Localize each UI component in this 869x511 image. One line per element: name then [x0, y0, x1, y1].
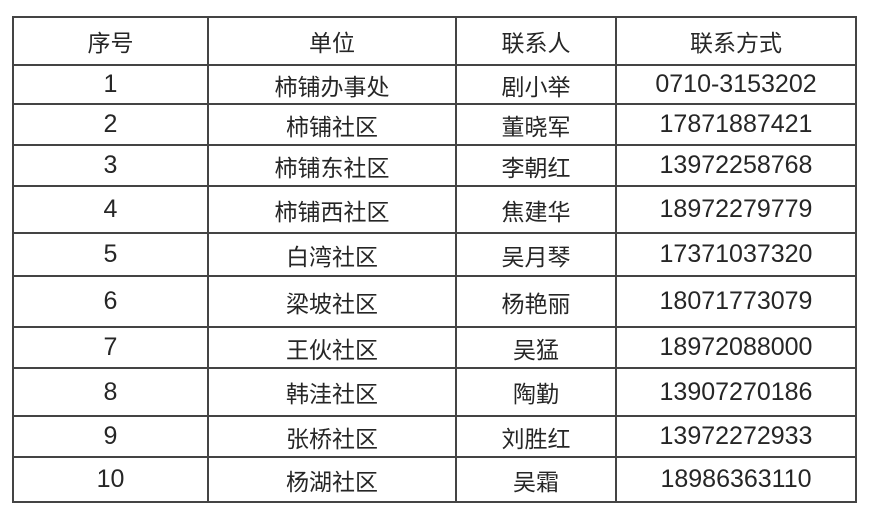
row-index: 2 [12, 103, 209, 146]
row-contact: 吴霜 [455, 456, 617, 503]
row-phone: 17871887421 [615, 103, 857, 146]
table-row: 2 柿铺社区 董晓军 17871887421 [12, 103, 857, 146]
row-phone: 13972272933 [615, 415, 857, 458]
row-phone: 18972088000 [615, 326, 857, 369]
header-unit: 单位 [207, 16, 457, 66]
row-unit: 杨湖社区 [207, 456, 457, 503]
row-unit: 王伙社区 [207, 326, 457, 369]
row-contact: 吴月琴 [455, 232, 617, 277]
row-index: 4 [12, 185, 209, 234]
contact-table: 序号 单位 联系人 联系方式 1 柿铺办事处 剧小举 0710-3153202 2 柿铺社… [12, 16, 857, 503]
table-row: 6 梁坡社区 杨艳丽 18071773079 [12, 275, 857, 328]
row-unit: 白湾社区 [207, 232, 457, 277]
row-unit: 张桥社区 [207, 415, 457, 458]
row-contact: 李朝红 [455, 144, 617, 187]
row-phone: 18071773079 [615, 275, 857, 328]
row-index: 5 [12, 232, 209, 277]
header-contact: 联系人 [455, 16, 617, 66]
table-row: 4 柿铺西社区 焦建华 18972279779 [12, 185, 857, 234]
table-row: 10 杨湖社区 吴霜 18986363110 [12, 456, 857, 503]
row-phone: 18986363110 [615, 456, 857, 503]
row-phone: 0710-3153202 [615, 64, 857, 105]
row-index: 7 [12, 326, 209, 369]
row-unit: 梁坡社区 [207, 275, 457, 328]
table-row: 1 柿铺办事处 剧小举 0710-3153202 [12, 64, 857, 105]
row-contact: 董晓军 [455, 103, 617, 146]
header-index: 序号 [12, 16, 209, 66]
row-index: 1 [12, 64, 209, 105]
row-index: 10 [12, 456, 209, 503]
header-phone: 联系方式 [615, 16, 857, 66]
header-row: 序号 单位 联系人 联系方式 [12, 16, 857, 66]
row-unit: 柿铺西社区 [207, 185, 457, 234]
row-phone: 18972279779 [615, 185, 857, 234]
row-contact: 杨艳丽 [455, 275, 617, 328]
row-phone: 17371037320 [615, 232, 857, 277]
table-row: 7 王伙社区 吴猛 18972088000 [12, 326, 857, 369]
row-unit: 柿铺社区 [207, 103, 457, 146]
row-unit: 柿铺东社区 [207, 144, 457, 187]
table-row: 3 柿铺东社区 李朝红 13972258768 [12, 144, 857, 187]
row-contact: 剧小举 [455, 64, 617, 105]
row-contact: 刘胜红 [455, 415, 617, 458]
table-row: 5 白湾社区 吴月琴 17371037320 [12, 232, 857, 277]
row-index: 9 [12, 415, 209, 458]
table-row: 8 韩洼社区 陶勤 13907270186 [12, 367, 857, 417]
table-row: 9 张桥社区 刘胜红 13972272933 [12, 415, 857, 458]
row-contact: 陶勤 [455, 367, 617, 417]
row-phone: 13972258768 [615, 144, 857, 187]
row-unit: 韩洼社区 [207, 367, 457, 417]
row-index: 8 [12, 367, 209, 417]
row-index: 6 [12, 275, 209, 328]
row-contact: 焦建华 [455, 185, 617, 234]
row-contact: 吴猛 [455, 326, 617, 369]
row-unit: 柿铺办事处 [207, 64, 457, 105]
row-phone: 13907270186 [615, 367, 857, 417]
row-index: 3 [12, 144, 209, 187]
